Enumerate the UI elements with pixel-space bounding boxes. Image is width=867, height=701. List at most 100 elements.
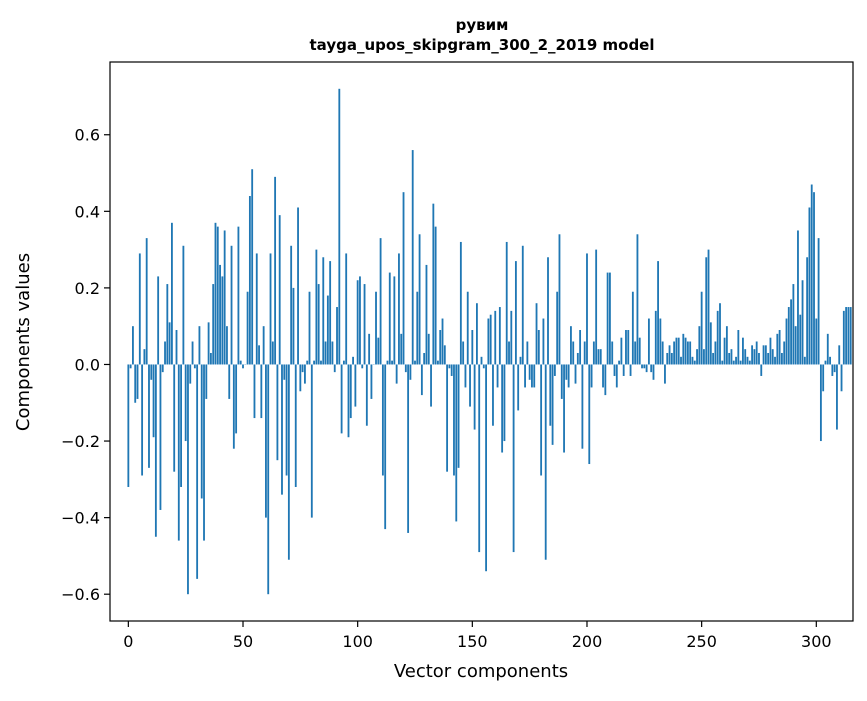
bar [288, 364, 290, 559]
bar [205, 364, 207, 398]
bar [632, 292, 634, 365]
x-tick-label: 300 [801, 632, 832, 651]
bar [155, 364, 157, 536]
bar [714, 342, 716, 365]
bar [396, 364, 398, 383]
bar [421, 364, 423, 395]
bar [591, 364, 593, 387]
bar [325, 342, 327, 365]
bar [242, 364, 244, 368]
bar [185, 364, 187, 441]
y-tick-label: −0.2 [61, 432, 100, 451]
bar [497, 364, 499, 387]
bar [815, 319, 817, 365]
bar [453, 364, 455, 475]
bar [348, 364, 350, 437]
bar [586, 253, 588, 364]
bar [465, 364, 467, 387]
bar [811, 185, 813, 365]
bar [228, 364, 230, 398]
bar [169, 322, 171, 364]
bar [822, 364, 824, 391]
bar [802, 280, 804, 364]
bar [432, 204, 434, 365]
bar [194, 364, 196, 368]
bar [572, 342, 574, 365]
bar [779, 330, 781, 364]
bar [160, 364, 162, 509]
bar [630, 364, 632, 375]
bar [361, 364, 363, 368]
bar [458, 364, 460, 467]
bar [494, 311, 496, 365]
bar [575, 364, 577, 383]
bar [742, 338, 744, 365]
bar [623, 364, 625, 375]
bar [176, 330, 178, 364]
bar [334, 364, 336, 372]
bar [737, 330, 739, 364]
y-tick-label: 0.0 [75, 355, 100, 374]
bar [799, 315, 801, 365]
bar [281, 364, 283, 494]
bar [354, 364, 356, 406]
bar [614, 364, 616, 375]
bar [148, 364, 150, 467]
bar [320, 361, 322, 365]
bar [671, 353, 673, 364]
bar [744, 349, 746, 364]
bar [224, 230, 226, 364]
bar [600, 349, 602, 364]
bar [143, 349, 145, 364]
bar [529, 364, 531, 379]
bar [210, 353, 212, 364]
bar [315, 250, 317, 365]
bar [295, 364, 297, 487]
bar [208, 322, 210, 364]
bar [162, 364, 164, 372]
bar [256, 253, 258, 364]
bar [235, 364, 237, 433]
bar [717, 311, 719, 365]
bar [648, 319, 650, 365]
bar [490, 315, 492, 365]
bar [602, 364, 604, 387]
bar [834, 364, 836, 372]
bar [359, 276, 361, 364]
bar [306, 361, 308, 365]
bar [831, 364, 833, 375]
bar [157, 276, 159, 364]
bar [543, 319, 545, 365]
bar [643, 364, 645, 368]
bar [302, 364, 304, 372]
bar [309, 292, 311, 365]
bar [678, 338, 680, 365]
bar [260, 364, 262, 418]
bar [426, 265, 428, 365]
bar [579, 330, 581, 364]
bar [132, 326, 134, 364]
x-tick-label: 0 [123, 632, 133, 651]
bar [627, 330, 629, 364]
bar [760, 364, 762, 375]
bar [533, 364, 535, 387]
bar [435, 227, 437, 365]
bar [217, 227, 219, 365]
bar [469, 364, 471, 406]
bar [595, 250, 597, 365]
bar [476, 303, 478, 364]
bar [485, 364, 487, 571]
bar [724, 338, 726, 365]
bar [726, 326, 728, 364]
bar [419, 234, 421, 364]
bar [765, 345, 767, 364]
bar [584, 342, 586, 365]
bar [265, 364, 267, 517]
bar [673, 342, 675, 365]
bar [437, 361, 439, 365]
bar [751, 345, 753, 364]
bar [524, 364, 526, 387]
bar [240, 361, 242, 365]
bar [806, 257, 808, 364]
